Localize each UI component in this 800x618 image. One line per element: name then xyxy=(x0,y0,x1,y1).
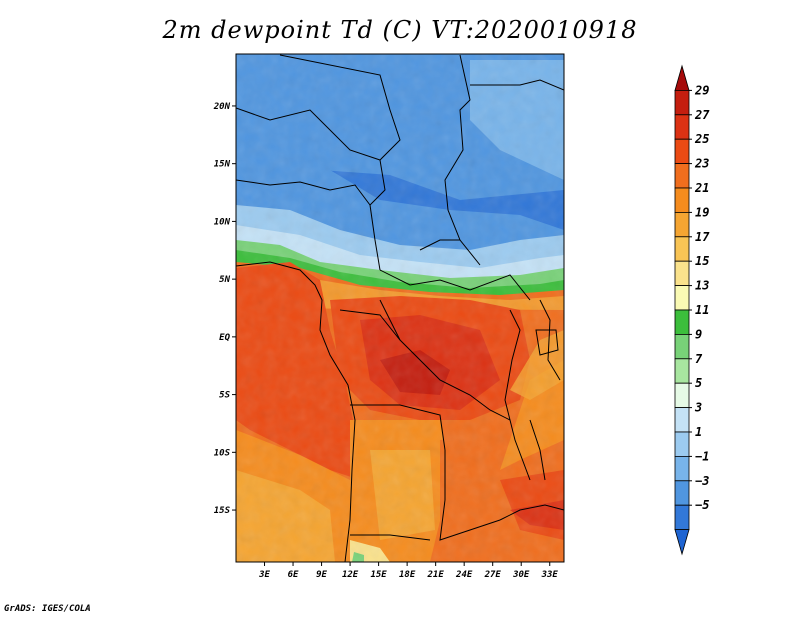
colorbar-swatch xyxy=(674,90,690,116)
colorbar-swatch xyxy=(674,64,690,91)
colorbar-swatch xyxy=(674,333,690,360)
colorbar-swatch xyxy=(674,382,690,409)
colorbar-swatch xyxy=(674,455,690,482)
lat-tick-label: 15S xyxy=(214,506,231,516)
colorbar-swatch xyxy=(674,504,690,531)
colorbar-swatch xyxy=(674,309,690,335)
colorbar-label: 23 xyxy=(694,157,709,171)
colorbar-swatch xyxy=(674,431,690,457)
colorbar-swatch xyxy=(674,114,690,140)
colorbar-swatch xyxy=(674,529,690,556)
lon-tick-label: 18E xyxy=(399,570,416,580)
lon-tick-label: 15E xyxy=(370,570,387,580)
colorbar-swatch xyxy=(674,236,690,262)
lon-tick-label: 9E xyxy=(316,570,327,580)
lat-tick-label: 5S xyxy=(219,391,230,401)
lon-tick-label: 3E xyxy=(258,570,270,580)
colorbar-swatch xyxy=(674,285,690,311)
colorbar-label: −5 xyxy=(695,498,709,512)
colorbar-swatch xyxy=(674,187,690,213)
colorbar-swatch xyxy=(674,211,690,238)
lon-tick-label: 21E xyxy=(427,570,445,580)
colorbar-label: −3 xyxy=(695,474,709,488)
lon-tick-label: 6E xyxy=(288,570,299,580)
lat-tick-label: 20N xyxy=(213,102,231,112)
colorbar-label: 3 xyxy=(694,401,702,415)
colorbar-label: 15 xyxy=(695,254,709,268)
lat-tick-label: 10S xyxy=(214,448,231,458)
colorbar-label: 13 xyxy=(695,279,709,293)
colorbar-label: 25 xyxy=(694,132,709,146)
dewpoint-field xyxy=(236,54,564,562)
colorbar-label: 17 xyxy=(695,230,710,244)
colorbar-swatch xyxy=(674,138,690,164)
colorbar-swatch xyxy=(674,163,690,189)
lat-tick-label: EQ xyxy=(219,333,230,343)
longitude-axis: 3E 6E 9E 12E 15E 18E 21E 24E 27E 30E 33E xyxy=(258,562,558,580)
colorbar-swatch xyxy=(674,260,690,287)
lon-tick-label: 24E xyxy=(455,570,473,580)
lon-tick-label: 12E xyxy=(342,570,359,580)
colorbar-swatch xyxy=(674,480,690,506)
colorbar-swatch xyxy=(674,358,690,384)
lat-tick-label: 15N xyxy=(214,160,231,170)
country-borders xyxy=(236,54,564,562)
colorbar-label: 11 xyxy=(695,303,709,317)
colorbar-label: 1 xyxy=(695,425,702,439)
grads-credit: GrADS: IGES/COLA xyxy=(4,604,91,614)
colorbar-label: 19 xyxy=(695,205,709,219)
lat-tick-label: 5N xyxy=(219,275,230,285)
lon-tick-label: 33E xyxy=(541,570,559,580)
colorbar-label: 9 xyxy=(695,327,702,341)
colorbar-label: 5 xyxy=(695,376,702,390)
latitude-axis: 20N 15N 10N 5N EQ 5S 10S 15S xyxy=(213,102,236,516)
map-title: 2m dewpoint Td (C) VT:2020010918 xyxy=(162,16,638,44)
colorbar-label: 27 xyxy=(694,108,710,122)
colorbar-legend: 29 27 25 23 21 19 17 15 13 11 9 7 5 3 1 −1 −3 −5 xyxy=(674,64,710,556)
colorbar-swatch xyxy=(674,407,690,433)
lon-tick-label: 30E xyxy=(512,570,530,580)
colorbar-label: 29 xyxy=(694,83,709,97)
lat-tick-label: 10N xyxy=(214,217,231,227)
lon-tick-label: 27E xyxy=(484,570,502,580)
colorbar-label: 21 xyxy=(694,181,709,195)
colorbar-label: −1 xyxy=(695,449,709,463)
map-frame xyxy=(235,53,565,563)
colorbar-label: 7 xyxy=(695,352,703,366)
